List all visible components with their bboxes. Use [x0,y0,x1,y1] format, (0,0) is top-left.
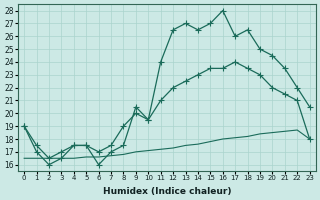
X-axis label: Humidex (Indice chaleur): Humidex (Indice chaleur) [103,187,231,196]
